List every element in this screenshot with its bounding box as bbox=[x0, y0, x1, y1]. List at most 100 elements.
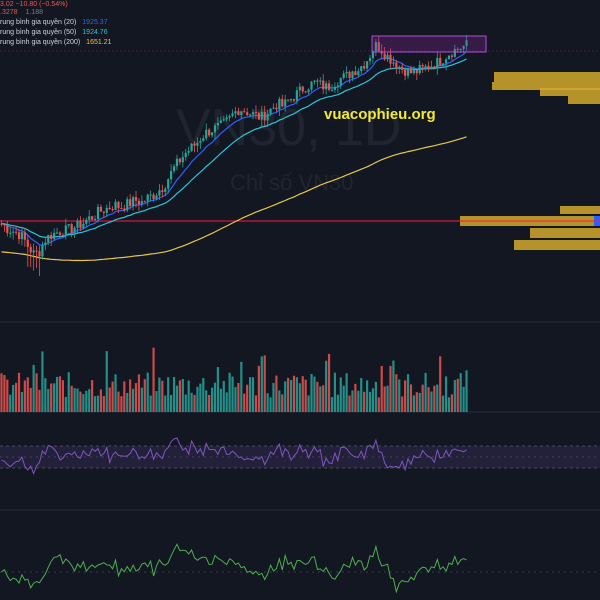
legend-ma20[interactable]: rung bình gia quyền (20) 1925.37 bbox=[0, 18, 108, 27]
volume-bar bbox=[175, 385, 179, 412]
volume-bar bbox=[313, 376, 316, 412]
candle-body bbox=[129, 199, 132, 206]
candle-body bbox=[64, 225, 67, 236]
candle-body bbox=[20, 232, 24, 240]
volume-bar bbox=[225, 392, 228, 412]
candle-body bbox=[436, 57, 439, 69]
volume-bar bbox=[465, 370, 468, 412]
candle-body bbox=[360, 66, 363, 72]
volume-bar bbox=[152, 347, 155, 412]
volume-bar bbox=[357, 390, 360, 412]
legend-ma50[interactable]: rung bình gia quyền (50) 1924.76 bbox=[0, 28, 108, 37]
volume-bar bbox=[91, 380, 94, 412]
candle-body bbox=[444, 59, 448, 64]
candle-body bbox=[178, 158, 181, 163]
candle-body bbox=[237, 111, 240, 115]
candle-body bbox=[363, 66, 366, 69]
candle-body bbox=[319, 80, 322, 82]
candle-body bbox=[459, 48, 462, 50]
candle-body bbox=[465, 40, 468, 46]
candle-body bbox=[26, 239, 29, 247]
candle-body bbox=[368, 58, 372, 62]
candle-body bbox=[120, 208, 123, 210]
candle-body bbox=[102, 211, 105, 213]
volume-bar bbox=[76, 388, 79, 412]
candle-body bbox=[278, 98, 281, 110]
volume-bar bbox=[158, 377, 161, 412]
candle-body bbox=[70, 224, 73, 233]
volume-bar bbox=[395, 374, 398, 412]
volume-bar bbox=[234, 387, 237, 412]
volume-profile-bar bbox=[492, 82, 600, 90]
candle-body bbox=[53, 232, 56, 239]
price-change-text: 3.02 −10.80 (−0.54%) bbox=[0, 1, 68, 8]
candle-body bbox=[32, 250, 35, 253]
volume-profile-bar bbox=[568, 96, 600, 104]
candle-body bbox=[383, 53, 386, 60]
volume-bar bbox=[453, 380, 456, 412]
candle-body bbox=[330, 89, 334, 91]
candle-body bbox=[155, 195, 158, 200]
volume-bar bbox=[202, 378, 205, 412]
volume-bar bbox=[228, 372, 231, 412]
candle-body bbox=[392, 62, 395, 64]
candle-body bbox=[269, 108, 272, 114]
volume-bar bbox=[85, 390, 88, 412]
candle-body bbox=[310, 81, 313, 90]
candle-body bbox=[447, 55, 451, 60]
volume-bar bbox=[17, 372, 21, 412]
volume-bar bbox=[47, 389, 50, 412]
volume-bar bbox=[284, 381, 287, 412]
candle-body bbox=[146, 194, 149, 202]
volume-bar bbox=[193, 394, 196, 412]
candle-body bbox=[418, 64, 421, 74]
candle-body bbox=[44, 242, 47, 246]
volume-bar bbox=[430, 391, 433, 412]
volume-bar bbox=[53, 383, 56, 412]
volume-bar bbox=[447, 397, 451, 412]
candle-body bbox=[82, 223, 85, 229]
candle-body bbox=[73, 227, 76, 233]
candle-body bbox=[12, 231, 15, 233]
candle-body bbox=[257, 112, 260, 120]
candle-body bbox=[453, 48, 456, 57]
candle-body bbox=[365, 61, 369, 69]
candle-body bbox=[196, 142, 199, 146]
candle-body bbox=[421, 64, 424, 67]
volume-bar bbox=[126, 392, 129, 412]
volume-bar bbox=[170, 394, 173, 412]
volume-bar bbox=[9, 394, 12, 412]
candle-body bbox=[202, 138, 205, 141]
candle-body bbox=[339, 78, 342, 86]
candle-body bbox=[126, 199, 129, 211]
volume-bar bbox=[380, 365, 383, 412]
volume-bar bbox=[70, 385, 73, 412]
candle-body bbox=[193, 143, 196, 146]
candle-body bbox=[254, 112, 258, 114]
volume-bar bbox=[327, 353, 331, 412]
price-header: 3.02 −10.80 (−0.54%) bbox=[0, 0, 68, 9]
candle-body bbox=[272, 107, 275, 109]
volume-bar bbox=[146, 372, 149, 412]
candle-body bbox=[172, 166, 176, 171]
volume-bar bbox=[316, 381, 319, 412]
volume-bar bbox=[82, 394, 85, 412]
candle-body bbox=[38, 251, 41, 257]
volume-bar bbox=[38, 389, 41, 412]
ma200-line bbox=[1, 136, 467, 262]
candle-body bbox=[389, 54, 392, 64]
volume-bar bbox=[105, 351, 108, 412]
candle-body bbox=[266, 113, 269, 121]
ma20-line bbox=[1, 51, 467, 246]
volume-bar bbox=[237, 382, 240, 412]
candle-body bbox=[301, 86, 304, 92]
volume-bar bbox=[436, 384, 439, 412]
legend-ma200[interactable]: rung bình gia quyền (200) 1651.21 bbox=[0, 38, 111, 47]
candle-body bbox=[47, 234, 50, 243]
candle-body bbox=[158, 190, 161, 196]
volume-bar bbox=[129, 379, 132, 412]
volume-bar bbox=[442, 395, 445, 412]
candle-body bbox=[348, 71, 351, 78]
price-code-row: .3278 1.188 bbox=[0, 8, 43, 17]
